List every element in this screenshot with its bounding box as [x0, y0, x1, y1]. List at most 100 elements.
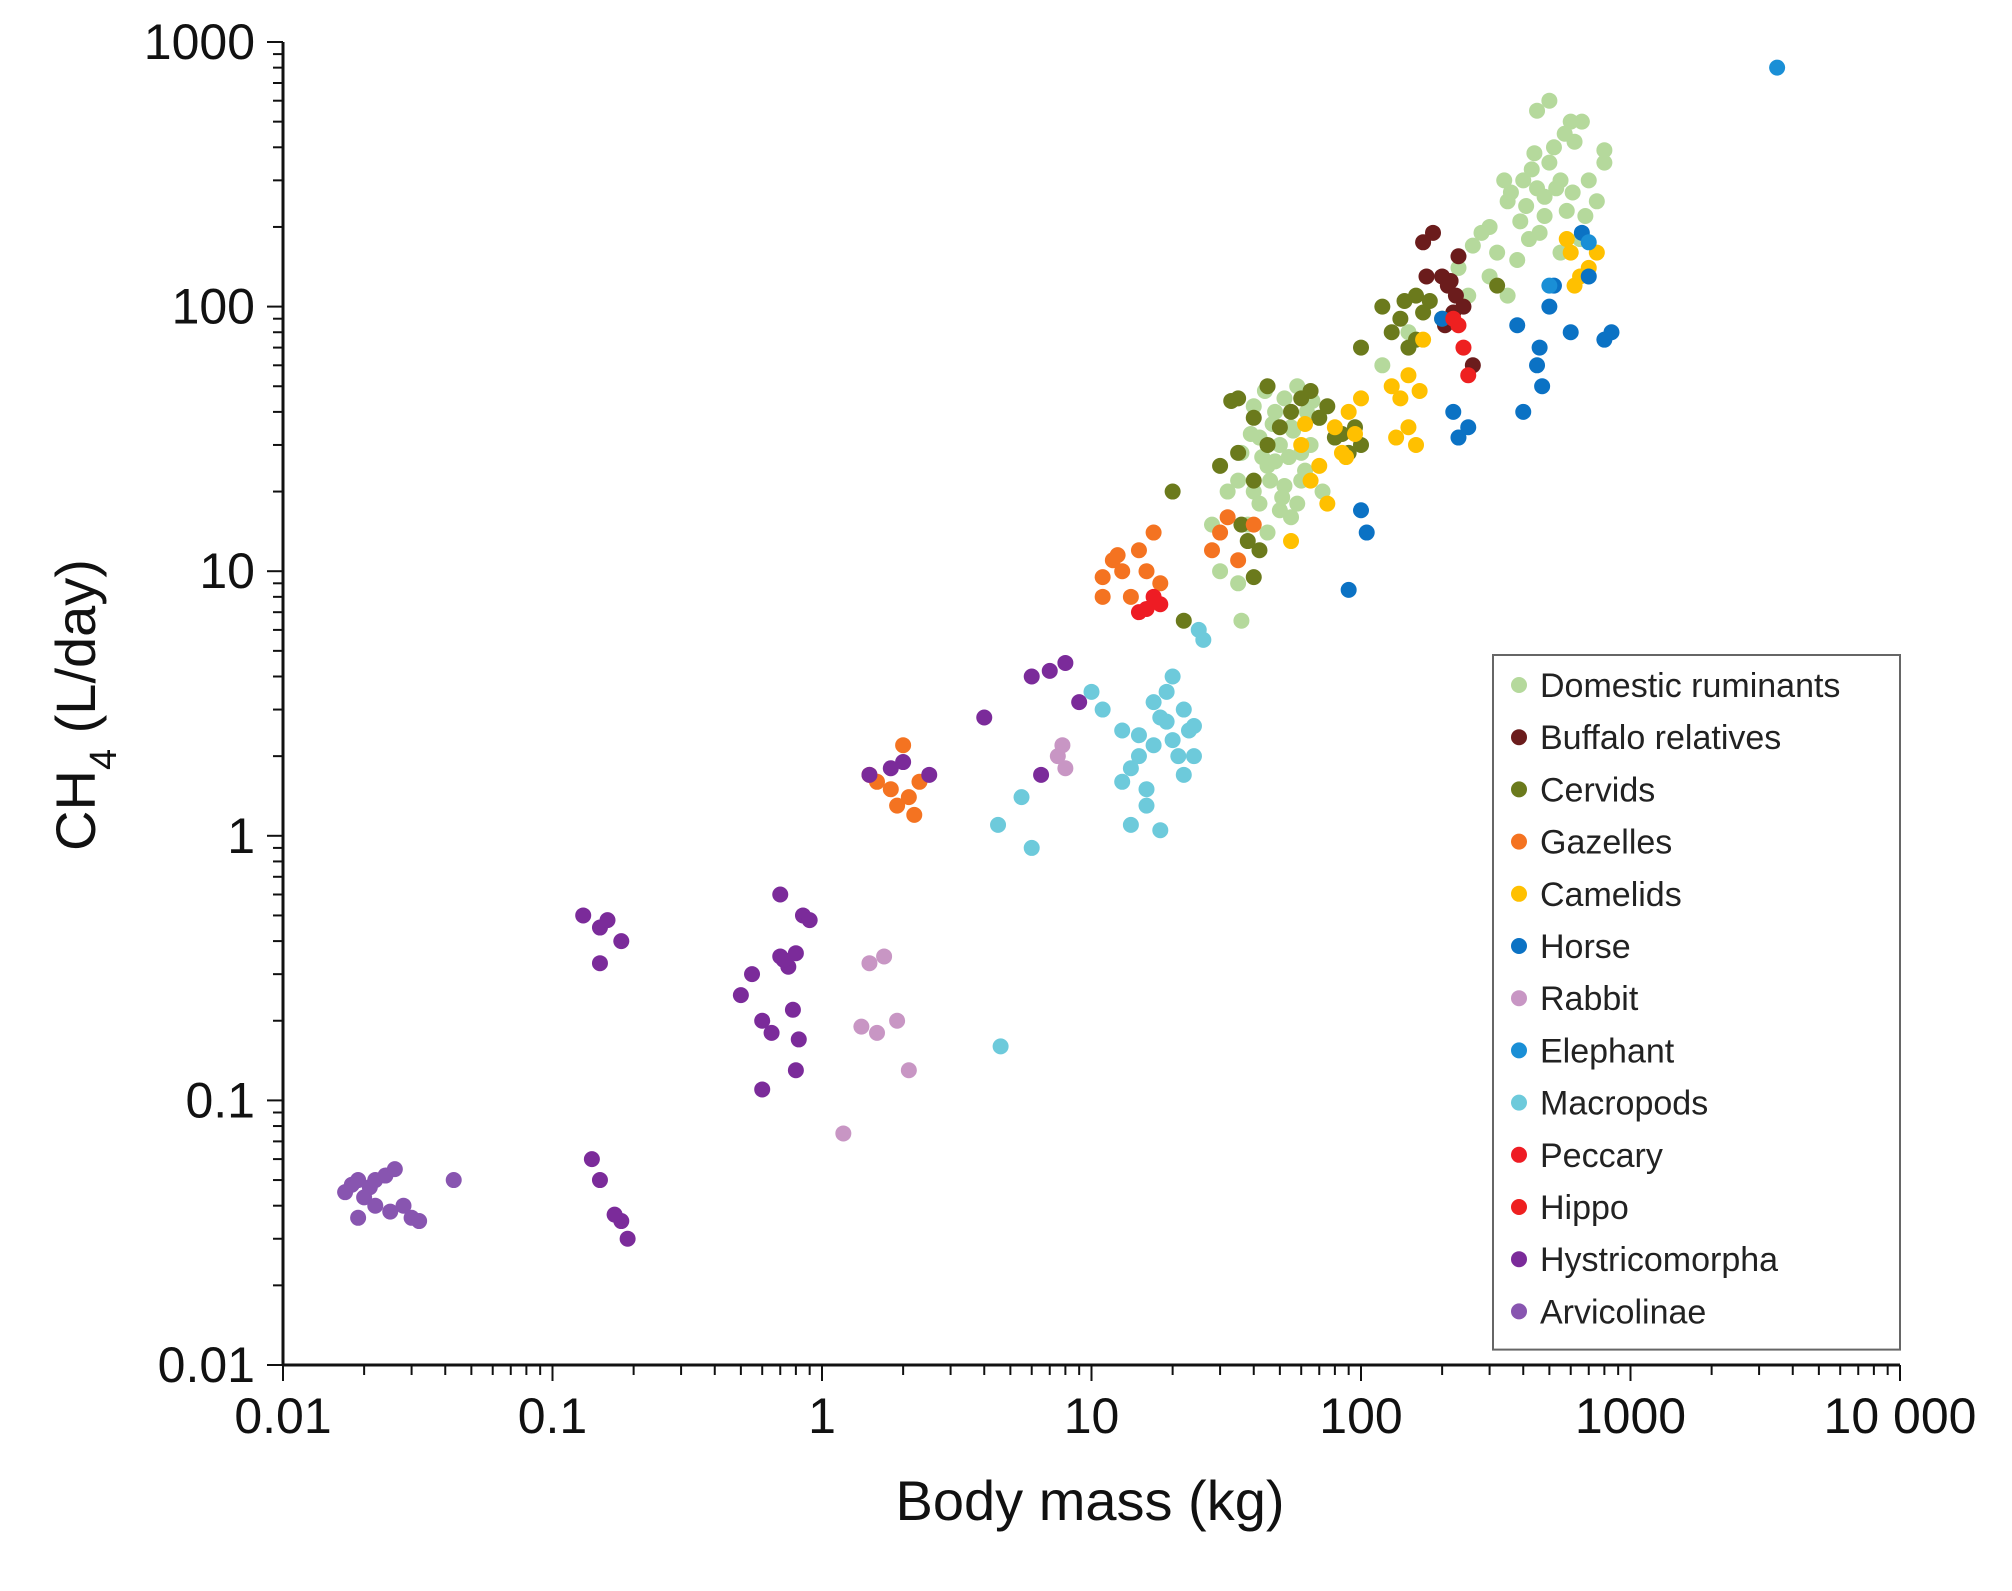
data-point: [1311, 457, 1328, 474]
x-tick-label: 10 000: [1824, 1388, 1977, 1444]
x-tick-label: 1: [808, 1388, 836, 1444]
data-point: [1152, 596, 1169, 613]
data-point: [382, 1203, 399, 1220]
legend-label: Arvicolinae: [1540, 1293, 1706, 1331]
data-point: [1164, 668, 1181, 685]
data-point: [1529, 357, 1546, 374]
data-point: [1152, 575, 1169, 592]
y-axis-title-unit: (L/day): [44, 559, 107, 749]
data-point: [619, 1230, 636, 1247]
data-point: [1596, 154, 1613, 171]
data-point: [1499, 287, 1516, 304]
data-point: [395, 1197, 412, 1214]
data-point: [1130, 748, 1147, 765]
legend-marker: [1511, 833, 1527, 850]
data-point: [1185, 717, 1202, 734]
data-point: [754, 1081, 771, 1098]
data-point: [1383, 378, 1400, 395]
data-point: [591, 955, 608, 972]
data-point: [1392, 390, 1409, 407]
data-point: [1588, 193, 1605, 210]
data-point: [876, 948, 893, 965]
data-point: [1219, 483, 1236, 500]
y-tick-label: 1000: [144, 14, 255, 70]
data-point: [1245, 409, 1262, 426]
y-tick-label: 0.01: [158, 1337, 255, 1393]
data-point: [1392, 310, 1409, 327]
data-point: [1239, 533, 1256, 550]
data-point: [1230, 472, 1247, 489]
data-point: [1460, 367, 1477, 384]
data-point: [1536, 188, 1553, 205]
data-point: [1242, 426, 1259, 443]
y-tick-label: 100: [172, 279, 255, 335]
legend-label: Elephant: [1540, 1032, 1675, 1070]
x-tick-label: 1000: [1575, 1388, 1686, 1444]
legend-entry: Arvicolinae: [1511, 1293, 1706, 1331]
data-point: [1526, 145, 1543, 162]
data-point: [900, 789, 917, 806]
data-point: [1130, 727, 1147, 744]
data-point: [583, 1151, 600, 1168]
data-point: [1541, 277, 1558, 294]
data-point: [445, 1172, 462, 1189]
data-point: [1502, 184, 1519, 201]
data-point: [1319, 495, 1336, 512]
data-point: [1122, 816, 1139, 833]
data-point: [1562, 324, 1579, 341]
legend-marker: [1511, 729, 1527, 746]
legend-label: Gazelles: [1540, 824, 1672, 862]
data-point: [1515, 172, 1532, 189]
data-point: [1383, 324, 1400, 341]
data-point: [1596, 142, 1613, 159]
data-point: [1358, 524, 1375, 541]
data-point: [1145, 524, 1162, 541]
data-point: [1534, 378, 1551, 395]
data-point: [1230, 444, 1247, 461]
data-point: [1769, 59, 1786, 76]
data-point: [1041, 662, 1058, 679]
data-point: [1289, 495, 1306, 512]
data-point: [1353, 390, 1369, 407]
data-point: [1415, 234, 1432, 251]
legend-entry: Gazelles: [1511, 824, 1672, 862]
data-point: [1346, 426, 1363, 443]
data-point: [1450, 259, 1467, 276]
data-point: [1245, 472, 1262, 489]
data-point: [1283, 533, 1300, 550]
data-point: [787, 1062, 804, 1079]
legend-marker: [1511, 885, 1527, 902]
data-point: [1164, 732, 1181, 749]
data-point: [1267, 403, 1284, 420]
data-point: [1564, 184, 1581, 201]
data-point: [869, 1024, 886, 1041]
data-point: [1158, 713, 1175, 730]
data-point: [763, 1024, 780, 1041]
data-point: [1541, 154, 1558, 171]
legend-label: Camelids: [1540, 876, 1682, 914]
data-point: [1130, 542, 1147, 559]
data-point: [1455, 339, 1472, 356]
legend-entry: Hystricomorpha: [1511, 1241, 1778, 1279]
data-point: [1245, 516, 1262, 533]
data-point: [1434, 310, 1451, 327]
data-point: [1114, 773, 1131, 790]
data-point: [1138, 781, 1155, 798]
data-point: [1114, 563, 1131, 580]
data-point: [1408, 436, 1425, 453]
data-point: [1185, 748, 1202, 765]
data-point: [350, 1209, 367, 1226]
data-point: [1245, 483, 1262, 500]
data-point: [1388, 429, 1405, 446]
legend-entry: Hippo: [1511, 1189, 1629, 1227]
legend-label: Macropods: [1540, 1085, 1708, 1123]
data-point: [1083, 683, 1100, 700]
data-point: [895, 737, 912, 754]
data-point: [1271, 419, 1288, 436]
data-point: [1109, 547, 1126, 564]
data-point: [1302, 382, 1319, 399]
data-point: [1297, 416, 1314, 433]
data-point: [744, 966, 761, 983]
data-point: [1338, 449, 1355, 466]
data-point: [1450, 248, 1467, 265]
